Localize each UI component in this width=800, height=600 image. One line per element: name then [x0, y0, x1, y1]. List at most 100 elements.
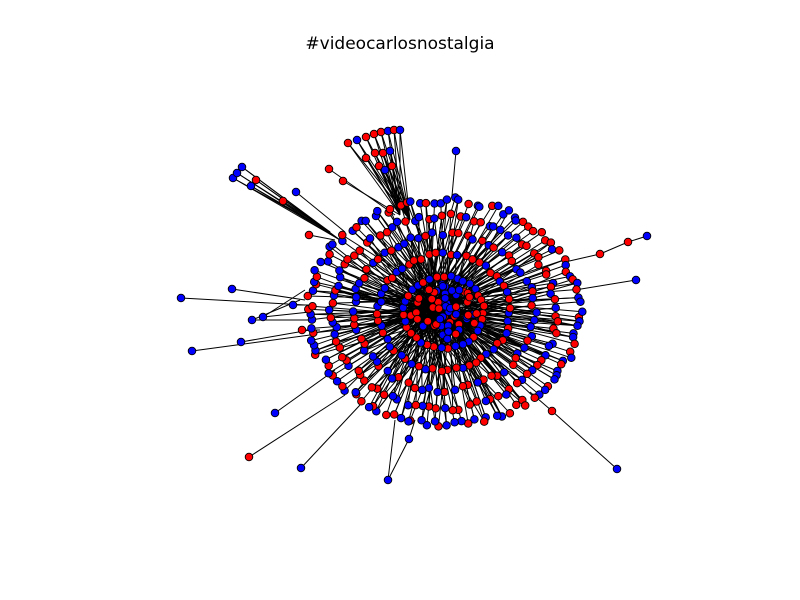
graph-node-blue: [522, 277, 532, 286]
graph-node-blue: [546, 289, 555, 298]
graph-node-red: [331, 337, 341, 346]
graph-edge: [564, 253, 601, 263]
graph-node-blue: [642, 231, 652, 241]
graph-node-blue: [520, 343, 529, 352]
graph-edge: [248, 394, 346, 458]
graph-node-red: [326, 313, 336, 322]
graph-node-red: [399, 310, 408, 320]
graph-node-red: [546, 238, 556, 247]
graph-node-red: [454, 228, 463, 238]
graph-edge: [354, 255, 439, 311]
graph-node-blue: [417, 416, 426, 425]
graph-node-red: [401, 217, 410, 226]
graph-node-blue: [307, 324, 316, 333]
graph-node-blue: [376, 297, 386, 307]
graph-node-red: [463, 310, 473, 320]
graph-edge: [378, 165, 411, 221]
graph-node-red: [504, 294, 514, 304]
graph-node-blue: [396, 413, 406, 423]
graph-node-blue: [458, 276, 468, 286]
graph-node-red: [343, 138, 353, 148]
graph-edge: [262, 311, 311, 318]
graph-node-red: [303, 291, 313, 301]
graph-node-red: [244, 452, 254, 462]
graph-node-blue: [502, 390, 511, 399]
graph-node-blue: [397, 264, 407, 274]
graph-edge: [387, 438, 410, 481]
graph-edge: [274, 369, 336, 414]
graph-node-red: [509, 360, 518, 370]
graph-node-blue: [417, 385, 427, 395]
graph-node-blue: [387, 374, 397, 383]
graph-node-red: [304, 230, 314, 240]
graph-node-red: [623, 237, 633, 247]
graph-node-red: [362, 265, 371, 274]
graph-node-blue: [473, 326, 483, 336]
graph-node-blue: [516, 268, 525, 277]
graph-node-red: [360, 273, 369, 283]
graph-node-red: [325, 250, 334, 259]
graph-node-blue: [383, 475, 393, 485]
graph-node-red: [428, 364, 437, 373]
graph-node-red: [448, 405, 458, 415]
graph-node-blue: [573, 321, 582, 331]
graph-node-blue: [364, 402, 374, 412]
graph-node-blue: [442, 421, 451, 430]
graph-node-blue: [373, 206, 382, 216]
graph-node-blue: [316, 257, 325, 267]
graph-node-blue: [247, 315, 257, 325]
graph-node-blue: [418, 401, 427, 411]
graph-node-blue: [528, 293, 537, 303]
graph-node-blue: [335, 266, 344, 275]
graph-edge: [599, 241, 629, 255]
graph-node-red: [357, 334, 366, 344]
graph-node-red: [328, 298, 338, 308]
graph-node-red: [427, 294, 437, 304]
graph-node-blue: [361, 216, 370, 226]
graph-node-blue: [270, 408, 280, 418]
graph-node-blue: [451, 146, 461, 156]
graph-edge: [347, 142, 401, 216]
graph-node-blue: [403, 400, 413, 410]
graph-node-blue: [404, 417, 413, 426]
graph-node-blue: [494, 201, 503, 211]
graph-node-red: [335, 343, 345, 352]
graph-node-blue: [475, 202, 484, 212]
graph-node-blue: [306, 336, 316, 345]
graph-node-red: [478, 236, 487, 246]
graph-node-blue: [227, 284, 237, 294]
graph-edge: [262, 289, 306, 318]
graph-node-red: [416, 255, 426, 264]
graph-node-blue: [444, 327, 453, 336]
graph-node-red: [355, 246, 364, 255]
graph-node-red: [369, 129, 379, 139]
graph-node-red: [505, 409, 515, 418]
graph-node-blue: [512, 233, 521, 242]
graph-edge: [382, 152, 411, 221]
graph-node-red: [389, 410, 399, 419]
graph-node-red: [528, 226, 538, 236]
graph-node-blue: [368, 352, 378, 361]
graph-node-red: [452, 363, 461, 372]
graph-node-blue: [408, 285, 417, 294]
graph-node-blue: [352, 292, 361, 302]
graph-node-blue: [502, 328, 511, 338]
graph-node-blue: [496, 225, 505, 235]
graph-node-red: [523, 336, 532, 345]
graph-node-blue: [481, 396, 491, 406]
graph-node-red: [278, 196, 288, 206]
graph-node-red: [437, 211, 447, 220]
graph-node-red: [387, 246, 396, 255]
graph-node-blue: [258, 312, 268, 322]
graph-node-red: [357, 397, 366, 406]
graph-node-red: [406, 328, 416, 338]
graph-node-red: [537, 228, 547, 237]
graph-node-blue: [187, 346, 197, 356]
graph-node-blue: [502, 287, 512, 297]
graph-node-red: [541, 270, 551, 279]
graph-node-red: [595, 249, 605, 259]
graph-node-blue: [440, 403, 450, 413]
graph-node-red: [324, 164, 334, 174]
graph-node-red: [297, 325, 307, 335]
graph-node-blue: [499, 368, 509, 377]
